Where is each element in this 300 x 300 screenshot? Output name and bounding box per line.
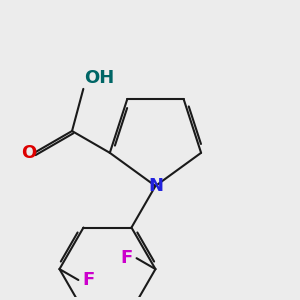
Text: N: N — [148, 177, 163, 195]
Text: F: F — [83, 271, 95, 289]
Text: O: O — [21, 144, 36, 162]
Text: OH: OH — [84, 69, 115, 87]
Text: F: F — [120, 249, 132, 267]
